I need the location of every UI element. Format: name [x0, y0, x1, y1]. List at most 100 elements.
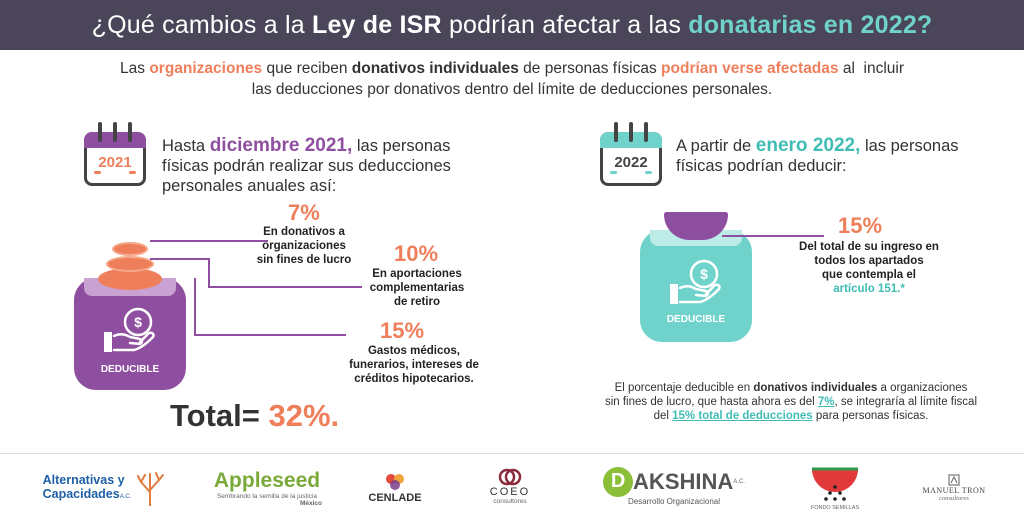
lead-line3: personales anuales así:: [162, 177, 337, 195]
manueltron-mark-icon: [948, 474, 960, 486]
lid-layer: [112, 242, 148, 256]
logo-text: México: [299, 500, 322, 507]
money-hand-icon: $: [670, 259, 721, 304]
logo-dakshina: D AKSHINA A.C. Desarrollo Organizacional: [596, 464, 752, 508]
note-highlight: 15% total de deducciones: [672, 410, 813, 422]
logo-alternativas: Alternativas y CapacidadesA.C.: [40, 466, 168, 510]
item-donativos: En donativos a organizaciones sin fines …: [248, 225, 360, 267]
lead-date: enero 2022,: [755, 135, 861, 156]
item-line: sin fines de lucro: [256, 254, 352, 266]
logo-text: COEO: [489, 485, 531, 498]
connector-line: [722, 235, 824, 237]
deducible-jar-2021: $ DEDUCIBLE: [74, 240, 186, 390]
watermelon-icon: [812, 467, 858, 501]
item-line: de retiro: [393, 296, 440, 308]
logo-manueltron: MANUEL TRON consultores: [922, 468, 986, 508]
logo-text: consultores: [493, 497, 527, 505]
intro-text: Las organizaciones que reciben donativos…: [40, 58, 984, 100]
calendar-year: 2021: [98, 154, 132, 171]
logo-cenlade: CENLADE: [362, 468, 428, 508]
lead-part: A partir de: [676, 137, 756, 155]
logo-fondo-semillas: FONDO SEMILLAS: [800, 460, 870, 516]
dakshina-d-icon: D: [603, 466, 634, 497]
header-banner: ¿Qué cambios a la Ley de ISR podrían afe…: [0, 0, 1024, 50]
logo-coeo: COEO consultores: [478, 466, 542, 506]
logo-text: Sembrando la semilla de la justicia: [216, 493, 318, 500]
lead-date: diciembre 2021,: [209, 135, 353, 156]
note-part: del: [653, 410, 673, 422]
item-line: créditos hipotecarios.: [354, 373, 474, 385]
lead-part: las personas: [860, 137, 959, 155]
header-title-part1: ¿Qué cambios a la: [91, 10, 312, 39]
footer-divider: [0, 453, 1024, 454]
intro-part: Las: [120, 60, 150, 77]
note-highlight: donativos individuales: [753, 382, 878, 394]
logo-text: AKSHINA: [633, 468, 734, 494]
money-hand-icon: $: [104, 307, 155, 352]
svg-text:$: $: [700, 266, 708, 282]
item-line: En aportaciones: [372, 268, 462, 280]
header-title-part4: donatarias en 2022?: [688, 10, 933, 39]
coeo-symbol-icon: [498, 468, 522, 485]
pct-7: 7%: [288, 200, 320, 225]
connector-line: [150, 240, 268, 242]
item-line: Gastos médicos,: [367, 345, 461, 357]
item-line: complementarias: [369, 282, 465, 294]
logo-text: A.C.: [119, 493, 132, 500]
intro-part: al incluir: [838, 60, 904, 77]
right-lead-text: A partir de enero 2022, las personas fís…: [676, 136, 959, 176]
item-aportaciones: En aportaciones complementarias de retir…: [362, 267, 472, 309]
connector-line: [194, 278, 196, 334]
note-part: El porcentaje deducible en: [614, 382, 754, 394]
note-part: para personas físicas.: [812, 410, 929, 422]
desc-line: que contempla el: [822, 269, 916, 281]
item-gastos: Gastos médicos, funerarios, intereses de…: [342, 344, 486, 386]
logo-text: consultores: [939, 495, 969, 502]
jar-label: DEDUCIBLE: [666, 314, 726, 325]
connector-line: [150, 258, 210, 260]
lead-line2: físicas podrán realizar sus deducciones: [162, 157, 451, 175]
lid-layer: [98, 268, 162, 290]
logo-text: A.C.: [733, 478, 745, 485]
desc-line: artículo 151.*: [833, 283, 905, 295]
connector-line: [208, 258, 210, 286]
intro-highlight: organizaciones: [149, 60, 263, 77]
desc-line: Del total de su ingreso en: [799, 241, 939, 253]
total-summary: Total= 32%.: [170, 398, 339, 434]
logo-text: FONDO SEMILLAS: [810, 505, 860, 511]
calendar-2021-icon: 2021: [84, 122, 146, 186]
tree-icon: [137, 472, 165, 506]
logo-text: Desarrollo Organizacional: [627, 496, 721, 506]
pct-15: 15%: [380, 318, 425, 343]
lead-line2: físicas podrían deducir:: [676, 157, 847, 175]
total-label: Total=: [170, 398, 269, 433]
right-note: El porcentaje deducible en donativos ind…: [596, 381, 986, 423]
svg-text:$: $: [134, 314, 142, 330]
calendar-year: 2022: [614, 154, 648, 171]
jar-label: DEDUCIBLE: [100, 364, 160, 375]
lead-part: Hasta: [162, 137, 210, 155]
intro-part: de personas físicas: [518, 60, 662, 77]
logo-text: Appleseed: [213, 469, 321, 492]
connector-line: [208, 286, 362, 288]
lead-part: las personas: [352, 137, 451, 155]
logo-text: Alternativas y: [42, 472, 125, 487]
intro-highlight: podrían verse afectadas: [661, 60, 839, 77]
pct-15-right: 15%: [838, 213, 883, 238]
calendar-2022-icon: 2022: [600, 122, 662, 186]
flower-icon: [386, 474, 404, 490]
item-line: funerarios, intereses de: [349, 359, 479, 371]
note-highlight: 7%: [817, 396, 835, 408]
header-title-part3: podrían afectar a las: [441, 10, 689, 39]
intro-part: que reciben: [262, 60, 352, 77]
total-value: 32%.: [268, 398, 340, 433]
logo-text: Capacidades: [42, 486, 120, 501]
connector-line: [194, 334, 346, 336]
intro-line2: las deducciones por donativos dentro del…: [251, 81, 773, 98]
lid-layer: [106, 256, 154, 272]
pct-10: 10%: [394, 241, 439, 266]
note-part: , se integraría al límite fiscal: [834, 396, 978, 408]
intro-highlight: donativos individuales: [351, 60, 519, 77]
logo-text: MANUEL TRON: [922, 486, 986, 495]
left-lead-text: Hasta diciembre 2021, las personas físic…: [162, 136, 451, 196]
